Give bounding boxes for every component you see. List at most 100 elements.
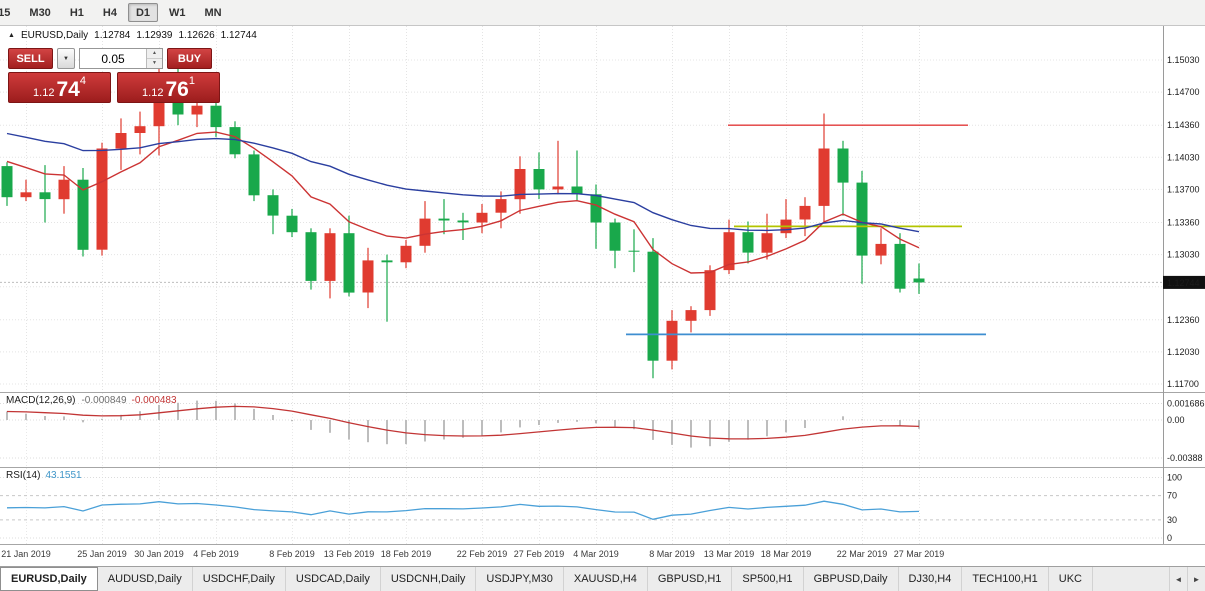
candle-body — [856, 182, 868, 256]
candle-body — [381, 260, 393, 263]
price-axis-label: 1.11700 — [1167, 379, 1199, 389]
sell-button[interactable]: SELL — [8, 48, 53, 69]
candle-body — [210, 105, 222, 128]
rsi-panel[interactable]: 100 70 30 0 RSI(14) 43.1551 — [0, 467, 1205, 544]
volume-decrease-button[interactable]: ▼ — [147, 59, 162, 68]
price-axis-label: 1.13700 — [1167, 184, 1200, 194]
buy-button[interactable]: BUY — [167, 48, 212, 69]
candle-body — [761, 233, 773, 253]
timeframe-button-m15[interactable]: M15 — [0, 3, 18, 22]
buy-price-button[interactable]: 1.12 76 1 — [117, 72, 220, 103]
candle-body — [324, 233, 336, 281]
date-label: 22 Feb 2019 — [456, 549, 508, 559]
candle-body — [628, 250, 640, 252]
candle-body — [552, 186, 564, 190]
ma-fast-red — [6, 131, 920, 274]
timeframe-button-mn[interactable]: MN — [197, 3, 230, 22]
date-label: 4 Mar 2019 — [573, 549, 619, 559]
date-label: 4 Feb 2019 — [193, 549, 239, 559]
timeframe-button-m30[interactable]: M30 — [21, 3, 58, 22]
tab-tech100-h1[interactable]: TECH100,H1 — [962, 567, 1049, 591]
candle-body — [153, 82, 165, 127]
ohlc-high: 1.12939 — [136, 30, 173, 41]
timeframe-toolbar: M15M30H1H4D1W1MN — [0, 0, 1205, 26]
tab-sp500-h1[interactable]: SP500,H1 — [732, 567, 804, 591]
candle-body — [134, 126, 146, 133]
time-axis: 21 Jan 2019 25 Jan 2019 30 Jan 2019 4 Feb 2… — [0, 544, 1205, 566]
date-label: 27 Mar 2019 — [893, 549, 945, 559]
candle-body — [58, 179, 70, 200]
candle-body — [191, 105, 203, 115]
macd-axis-label: -0.00388 — [1167, 453, 1203, 463]
candle-body — [39, 192, 51, 200]
sell-price-pips: 74 — [56, 78, 80, 102]
tabs-scroll-right-button[interactable]: ► — [1187, 567, 1205, 591]
candle-body — [476, 212, 488, 223]
candle-body — [837, 148, 849, 183]
timeframe-button-d1[interactable]: D1 — [127, 3, 158, 22]
tab-eurusd-daily[interactable]: EURUSD,Daily — [0, 567, 98, 591]
tab-usdcad-daily[interactable]: USDCAD,Daily — [285, 567, 381, 591]
tabs-scroll-left-button[interactable]: ◄ — [1169, 567, 1187, 591]
tab-gbpusd-daily[interactable]: GBPUSD,Daily — [803, 567, 899, 591]
macd-label: MACD(12,26,9) -0.000849 -0.000483 — [6, 395, 177, 406]
candle-body — [115, 133, 127, 149]
candle-body — [20, 192, 32, 198]
rsi-axis-label: 70 — [1167, 491, 1177, 501]
buy-price-point: 1 — [188, 75, 195, 87]
candle-body — [267, 195, 279, 216]
candle-body — [96, 148, 108, 250]
tab-xauusd-h4[interactable]: XAUUSD,H4 — [563, 567, 648, 591]
date-label: 13 Mar 2019 — [703, 549, 755, 559]
tab-gbpusd-h1[interactable]: GBPUSD,H1 — [647, 567, 733, 591]
date-label: 27 Feb 2019 — [513, 549, 565, 559]
candle-body — [913, 278, 925, 283]
rsi-line — [6, 500, 920, 520]
timeframe-button-w1[interactable]: W1 — [161, 3, 194, 22]
date-label: 13 Feb 2019 — [323, 549, 375, 559]
candle-body — [609, 222, 621, 251]
price-axis-label: 1.12030 — [1167, 347, 1200, 357]
ma-slow-blue — [6, 132, 920, 233]
timeframe-button-h4[interactable]: H4 — [95, 3, 125, 22]
macd-panel[interactable]: 0.001686 0.00 -0.00388 MACD(12,26,9) -0.0008… — [0, 392, 1205, 467]
tab-audusd-daily[interactable]: AUDUSD,Daily — [97, 567, 193, 591]
tab-usdchf-daily[interactable]: USDCHF,Daily — [192, 567, 286, 591]
candle-body — [666, 320, 678, 361]
candle-body — [818, 148, 830, 206]
price-axis-label: 1.13030 — [1167, 250, 1200, 260]
volume-input[interactable] — [80, 49, 146, 68]
candle-body — [438, 218, 450, 221]
date-label: 18 Feb 2019 — [380, 549, 432, 559]
current-price-badge — [1163, 275, 1205, 289]
candle-body — [286, 215, 298, 233]
sell-price-point: 4 — [79, 75, 86, 87]
rsi-axis-label: 30 — [1167, 515, 1177, 525]
symbol-label: EURUSD,Daily — [20, 30, 89, 41]
tab-ukc[interactable]: UKC — [1048, 567, 1093, 591]
candle-body — [533, 169, 545, 190]
tab-dj30-h4[interactable]: DJ30,H4 — [898, 567, 963, 591]
candle-body — [400, 245, 412, 263]
tab-usdcnh-daily[interactable]: USDCNH,Daily — [380, 567, 477, 591]
chart-area: 1.15030 1.14700 1.14360 1.14030 1.13700 1.133… — [0, 26, 1205, 392]
rsi-label: RSI(14) 43.1551 — [6, 470, 82, 481]
sell-price-button[interactable]: 1.12 74 4 — [8, 72, 111, 103]
candle-body — [514, 169, 526, 200]
sell-price-prefix: 1.12 — [33, 87, 55, 99]
volume-stepper: ▲ ▼ — [146, 49, 162, 68]
one-click-trading-panel: SELL ▼ ▲ ▼ BUY 1.12744 1.127 — [8, 48, 220, 103]
ohlc-open: 1.12784 — [94, 30, 131, 41]
macd-axis-label: 0.001686 — [1167, 398, 1205, 408]
tab-usdjpy-m30[interactable]: USDJPY,M30 — [476, 567, 564, 591]
candle-body — [457, 220, 469, 223]
volume-spinner: ▲ ▼ — [79, 48, 163, 69]
ohlc-low: 1.12626 — [178, 30, 215, 41]
timeframe-button-h1[interactable]: H1 — [62, 3, 92, 22]
volume-increase-button[interactable]: ▲ — [147, 49, 162, 59]
symbol-marker-icon: ▲ — [8, 32, 15, 39]
candle-body — [77, 179, 89, 250]
trade-options-dropdown[interactable]: ▼ — [57, 48, 75, 69]
price-chart-canvas[interactable]: 1.15030 1.14700 1.14360 1.14030 1.13700 1.133… — [0, 26, 1205, 392]
